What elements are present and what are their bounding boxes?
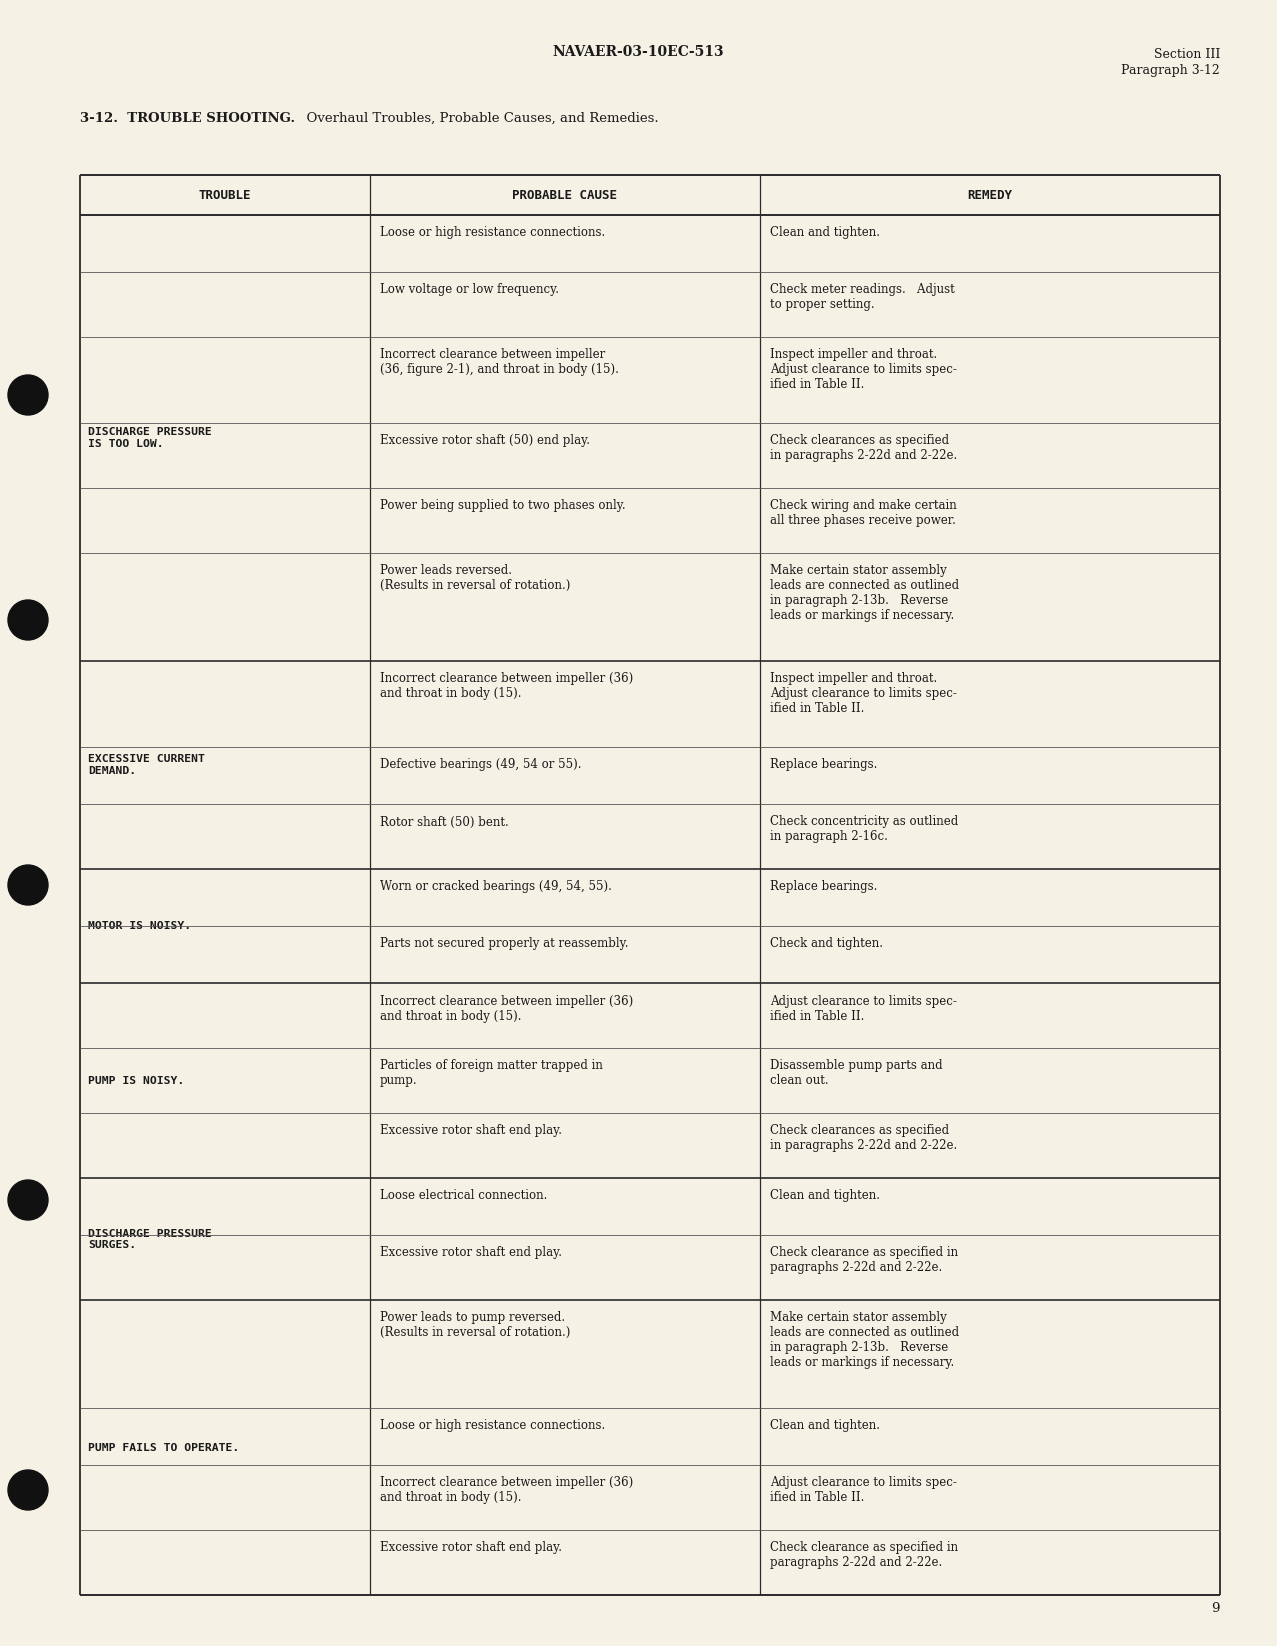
Circle shape <box>8 1180 49 1220</box>
Text: Clean and tighten.: Clean and tighten. <box>770 1190 880 1202</box>
Text: 3-12.  TROUBLE SHOOTING.: 3-12. TROUBLE SHOOTING. <box>80 112 295 125</box>
Text: Check clearances as specified
in paragraphs 2-22d and 2-22e.: Check clearances as specified in paragra… <box>770 1124 958 1152</box>
Text: Excessive rotor shaft end play.: Excessive rotor shaft end play. <box>381 1541 562 1554</box>
Text: Inspect impeller and throat.
Adjust clearance to limits spec-
ified in Table II.: Inspect impeller and throat. Adjust clea… <box>770 672 956 714</box>
Text: Loose electrical connection.: Loose electrical connection. <box>381 1190 548 1202</box>
Text: Check and tighten.: Check and tighten. <box>770 938 882 950</box>
Text: Incorrect clearance between impeller
(36, figure 2-1), and throat in body (15).: Incorrect clearance between impeller (36… <box>381 347 619 375</box>
Text: Excessive rotor shaft end play.: Excessive rotor shaft end play. <box>381 1246 562 1259</box>
Text: Replace bearings.: Replace bearings. <box>770 881 877 894</box>
Text: NAVAER-03-10EC-513: NAVAER-03-10EC-513 <box>553 44 724 59</box>
Text: Make certain stator assembly
leads are connected as outlined
in paragraph 2-13b.: Make certain stator assembly leads are c… <box>770 565 959 622</box>
Circle shape <box>8 375 49 415</box>
Text: Clean and tighten.: Clean and tighten. <box>770 226 880 239</box>
Text: Replace bearings.: Replace bearings. <box>770 759 877 772</box>
Text: Low voltage or low frequency.: Low voltage or low frequency. <box>381 283 559 296</box>
Text: Adjust clearance to limits spec-
ified in Table II.: Adjust clearance to limits spec- ified i… <box>770 1476 956 1504</box>
Text: Worn or cracked bearings (49, 54, 55).: Worn or cracked bearings (49, 54, 55). <box>381 881 612 894</box>
Text: REMEDY: REMEDY <box>968 189 1013 201</box>
Text: 9: 9 <box>1212 1602 1220 1615</box>
Text: Check wiring and make certain
all three phases receive power.: Check wiring and make certain all three … <box>770 499 956 527</box>
Text: Check clearance as specified in
paragraphs 2-22d and 2-22e.: Check clearance as specified in paragrap… <box>770 1541 958 1569</box>
Text: PUMP FAILS TO OPERATE.: PUMP FAILS TO OPERATE. <box>88 1442 239 1453</box>
Text: Overhaul Troubles, Probable Causes, and Remedies.: Overhaul Troubles, Probable Causes, and … <box>298 112 659 125</box>
Text: Defective bearings (49, 54 or 55).: Defective bearings (49, 54 or 55). <box>381 759 581 772</box>
Circle shape <box>8 866 49 905</box>
Text: Incorrect clearance between impeller (36)
and throat in body (15).: Incorrect clearance between impeller (36… <box>381 994 633 1022</box>
Circle shape <box>8 601 49 640</box>
Text: Clean and tighten.: Clean and tighten. <box>770 1419 880 1432</box>
Text: Power leads reversed.
(Results in reversal of rotation.): Power leads reversed. (Results in revers… <box>381 565 571 593</box>
Text: Incorrect clearance between impeller (36)
and throat in body (15).: Incorrect clearance between impeller (36… <box>381 1476 633 1504</box>
Text: Check clearances as specified
in paragraphs 2-22d and 2-22e.: Check clearances as specified in paragra… <box>770 435 958 463</box>
Text: Particles of foreign matter trapped in
pump.: Particles of foreign matter trapped in p… <box>381 1060 603 1088</box>
Text: Excessive rotor shaft (50) end play.: Excessive rotor shaft (50) end play. <box>381 435 590 448</box>
Circle shape <box>8 1470 49 1509</box>
Text: PROBABLE CAUSE: PROBABLE CAUSE <box>512 189 618 201</box>
Text: Adjust clearance to limits spec-
ified in Table II.: Adjust clearance to limits spec- ified i… <box>770 994 956 1022</box>
Text: Check meter readings.   Adjust
to proper setting.: Check meter readings. Adjust to proper s… <box>770 283 955 311</box>
Text: Rotor shaft (50) bent.: Rotor shaft (50) bent. <box>381 815 508 828</box>
Text: Section III: Section III <box>1153 48 1220 61</box>
Text: Disassemble pump parts and
clean out.: Disassemble pump parts and clean out. <box>770 1060 942 1088</box>
Text: Check clearance as specified in
paragraphs 2-22d and 2-22e.: Check clearance as specified in paragrap… <box>770 1246 958 1274</box>
Text: PUMP IS NOISY.: PUMP IS NOISY. <box>88 1076 184 1086</box>
Text: Parts not secured properly at reassembly.: Parts not secured properly at reassembly… <box>381 938 628 950</box>
Text: Power being supplied to two phases only.: Power being supplied to two phases only. <box>381 499 626 512</box>
Text: EXCESSIVE CURRENT
DEMAND.: EXCESSIVE CURRENT DEMAND. <box>88 754 204 775</box>
Text: Loose or high resistance connections.: Loose or high resistance connections. <box>381 1419 605 1432</box>
Text: Incorrect clearance between impeller (36)
and throat in body (15).: Incorrect clearance between impeller (36… <box>381 672 633 700</box>
Text: DISCHARGE PRESSURE
SURGES.: DISCHARGE PRESSURE SURGES. <box>88 1228 212 1249</box>
Text: Loose or high resistance connections.: Loose or high resistance connections. <box>381 226 605 239</box>
Text: Inspect impeller and throat.
Adjust clearance to limits spec-
ified in Table II.: Inspect impeller and throat. Adjust clea… <box>770 347 956 392</box>
Text: Power leads to pump reversed.
(Results in reversal of rotation.): Power leads to pump reversed. (Results i… <box>381 1312 571 1340</box>
Text: Excessive rotor shaft end play.: Excessive rotor shaft end play. <box>381 1124 562 1137</box>
Text: TROUBLE: TROUBLE <box>199 189 252 201</box>
Text: Check concentricity as outlined
in paragraph 2-16c.: Check concentricity as outlined in parag… <box>770 815 958 843</box>
Text: Make certain stator assembly
leads are connected as outlined
in paragraph 2-13b.: Make certain stator assembly leads are c… <box>770 1312 959 1369</box>
Text: Paragraph 3-12: Paragraph 3-12 <box>1121 64 1220 77</box>
Text: DISCHARGE PRESSURE
IS TOO LOW.: DISCHARGE PRESSURE IS TOO LOW. <box>88 428 212 449</box>
Text: MOTOR IS NOISY.: MOTOR IS NOISY. <box>88 922 192 932</box>
